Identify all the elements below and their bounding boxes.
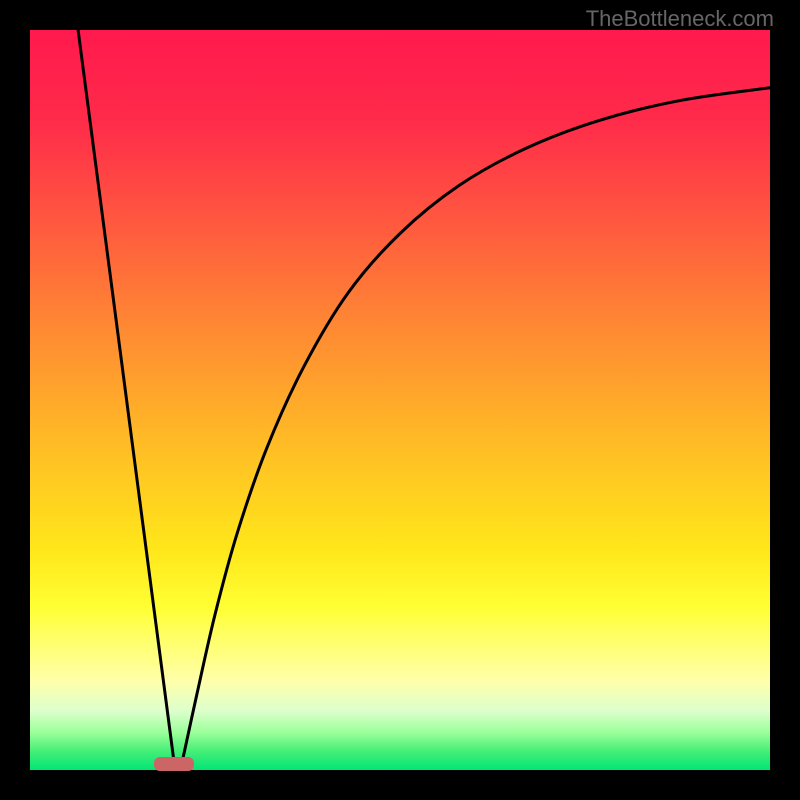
bottleneck-curve xyxy=(30,30,770,770)
plot-area xyxy=(30,30,770,770)
chart-container: TheBottleneck.com xyxy=(0,0,800,800)
valley-marker xyxy=(154,757,194,771)
watermark-text: TheBottleneck.com xyxy=(586,6,774,32)
